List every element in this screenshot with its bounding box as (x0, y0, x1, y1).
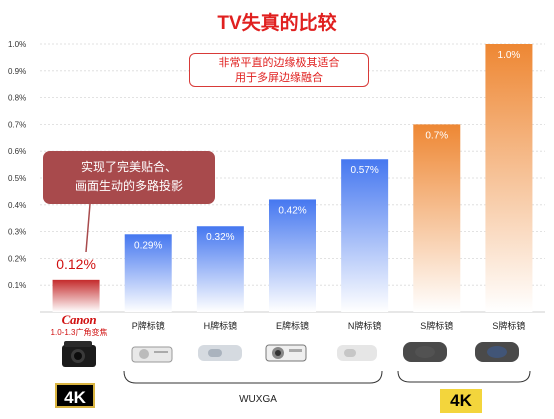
category-label: H牌标镜 (204, 320, 238, 331)
value-label: 0.42% (278, 205, 306, 216)
y-tick-label: 0.8% (8, 94, 26, 103)
bar (196, 226, 244, 312)
bars (52, 44, 533, 313)
canon-4k-badge: 4K (55, 383, 95, 408)
chart-title: TV失真的比较 (217, 11, 336, 34)
value-label: 1.0% (498, 50, 521, 61)
y-tick-label: 0.3% (8, 228, 26, 237)
y-tick-label: 0.5% (8, 174, 26, 183)
value-labels: 0.12% 0.29% 0.32% 0.42% 0.57% 0.7% 1.0% (56, 50, 520, 272)
y-tick-label: 0.6% (8, 147, 26, 156)
y-tick-label: 1.0% (8, 40, 26, 49)
flat-edge-callout: 非常平直的边缘极其适合 用于多屏边缘融合 (189, 53, 369, 87)
value-label: 0.57% (350, 165, 378, 176)
y-tick-label: 0.7% (8, 120, 26, 129)
h-brand-projector-icon (198, 345, 242, 361)
canon-callout-line1: 实现了完美贴合、 (80, 160, 177, 174)
bar (124, 234, 172, 312)
n-brand-projector-icon (337, 345, 377, 361)
category-labels: P牌标镜 H牌标镜 E牌标镜 N牌标镜 S牌标镜 S牌标镜 (132, 320, 526, 331)
canon-logo: Canon (61, 312, 97, 327)
bar (413, 124, 461, 313)
y-axis-ticks: 0.1% 0.2% 0.3% 0.4% 0.5% 0.6% 0.7% 0.8% 0.9% 1.0% (8, 40, 26, 290)
flat-callout-line2: 用于多屏边缘融合 (235, 72, 323, 84)
y-tick-label: 0.1% (8, 281, 26, 290)
callout-connector (85, 203, 91, 253)
bar (269, 199, 316, 312)
s-brand-projector-icon-2 (475, 342, 519, 362)
bar (52, 279, 100, 312)
flat-callout-line1: 非常平直的边缘极其适合 (218, 57, 340, 69)
bar (485, 44, 533, 312)
value-label: 0.7% (425, 130, 448, 141)
s-brand-bracket (397, 370, 531, 383)
canon-callout-line2: 画面生动的多路投影 (74, 179, 183, 193)
category-label: S牌标镜 (420, 320, 453, 331)
canon-lens-note: 1.0-1.3广角变焦 (50, 328, 108, 337)
category-label: N牌标镜 (348, 320, 382, 331)
canon-callout: 实现了完美贴合、 画面生动的多路投影 (43, 151, 215, 204)
bar (341, 159, 389, 312)
category-label: S牌标镜 (492, 320, 525, 331)
value-label: 0.12% (56, 256, 96, 272)
category-label: E牌标镜 (276, 320, 309, 331)
value-label: 0.32% (206, 232, 234, 243)
s-brand-4k-badge: 4K (440, 389, 482, 413)
y-tick-label: 0.9% (8, 67, 26, 76)
y-tick-label: 0.4% (8, 201, 26, 210)
canon-projector-icon (62, 341, 96, 367)
wuxga-bracket (123, 370, 383, 384)
s-brand-projector-icon-1 (403, 342, 447, 362)
value-label: 0.29% (134, 240, 162, 251)
e-brand-projector-icon (265, 344, 307, 362)
category-label: P牌标镜 (132, 320, 165, 331)
wuxga-label: WUXGA (239, 394, 277, 405)
p-brand-projector-icon (131, 346, 173, 363)
y-tick-label: 0.2% (8, 254, 26, 263)
